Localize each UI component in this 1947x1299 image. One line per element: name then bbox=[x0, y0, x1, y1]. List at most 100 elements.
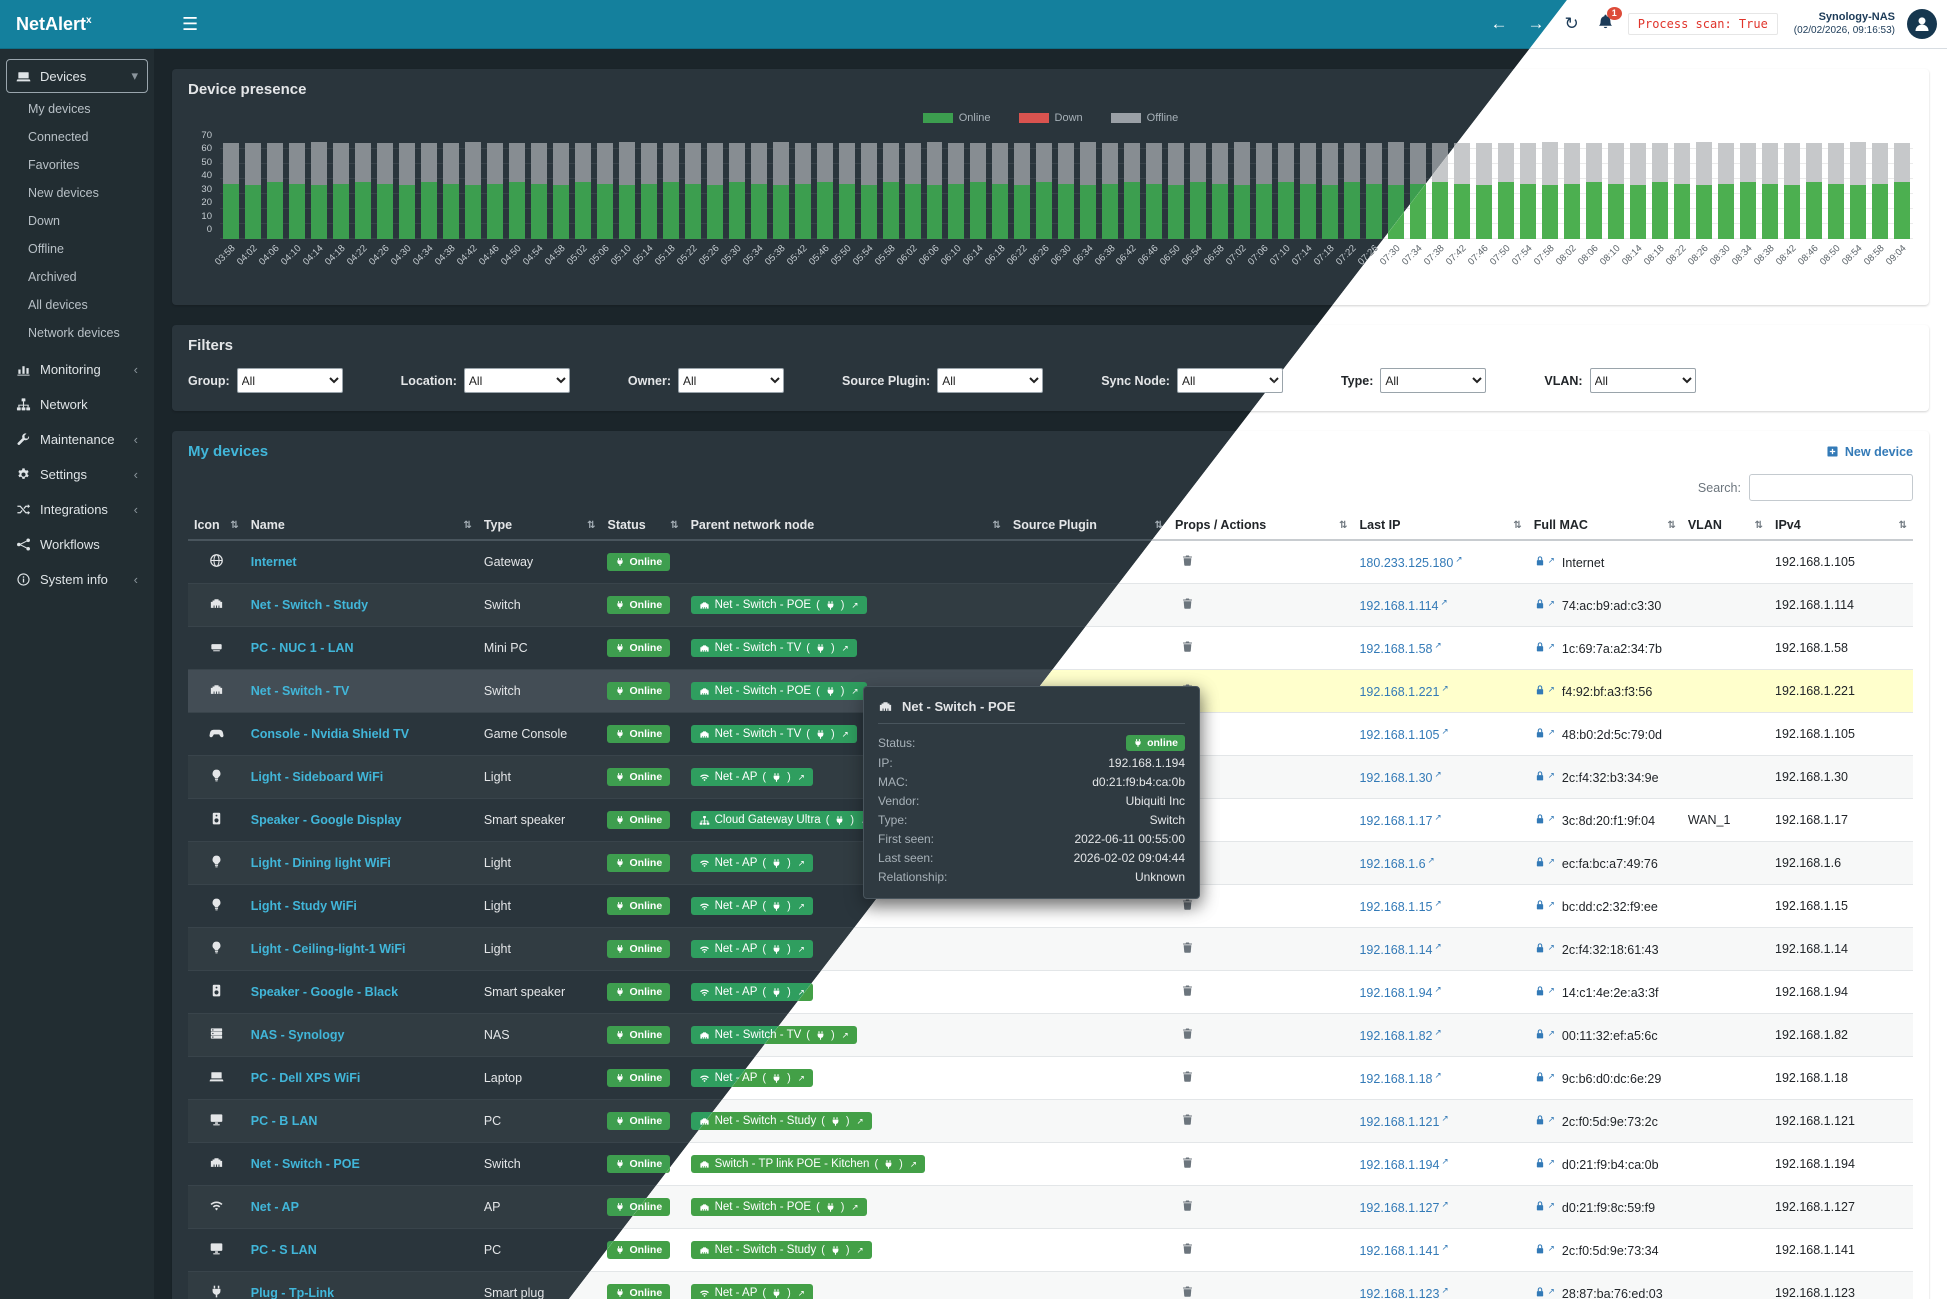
presence-bar[interactable] bbox=[530, 134, 547, 239]
app-logo[interactable]: NetAlertx bbox=[16, 13, 92, 34]
last-ip-link[interactable]: 180.233.125.180↗ bbox=[1359, 553, 1463, 571]
filter-select-location[interactable]: All bbox=[463, 368, 570, 393]
presence-bar[interactable] bbox=[332, 134, 349, 239]
device-name-link[interactable]: Net - Switch - Study bbox=[250, 598, 369, 612]
device-name-link[interactable]: Speaker - Google Display bbox=[250, 813, 402, 827]
delete-device-button[interactable] bbox=[1181, 1242, 1194, 1255]
last-ip-link[interactable]: 192.168.1.15↗ bbox=[1359, 897, 1442, 915]
presence-bar[interactable] bbox=[1300, 134, 1317, 239]
new-device-button[interactable]: New device bbox=[1826, 445, 1913, 459]
last-ip-link[interactable]: 192.168.1.114↗ bbox=[1359, 596, 1448, 614]
delete-device-button[interactable] bbox=[1181, 597, 1194, 610]
delete-device-button[interactable] bbox=[1181, 640, 1194, 653]
presence-bar[interactable] bbox=[223, 134, 239, 239]
presence-bar[interactable] bbox=[1564, 134, 1581, 239]
sort-icon[interactable]: ⇅ bbox=[1339, 519, 1348, 531]
presence-bar[interactable] bbox=[706, 134, 723, 239]
sort-icon[interactable]: ⇅ bbox=[992, 519, 1001, 531]
parent-node-button[interactable]: Net - Switch - Study()↗ bbox=[690, 1112, 872, 1130]
legend-item-down[interactable]: Down bbox=[1018, 112, 1083, 124]
device-name-link[interactable]: Net - Switch - POE bbox=[250, 1157, 360, 1171]
last-ip-link[interactable]: 192.168.1.18↗ bbox=[1359, 1069, 1442, 1087]
presence-bar[interactable] bbox=[508, 134, 525, 239]
last-ip-link[interactable]: 192.168.1.127↗ bbox=[1359, 1198, 1449, 1216]
column-header-name[interactable]: Name⇅ bbox=[244, 511, 478, 541]
presence-bar[interactable] bbox=[1014, 134, 1031, 239]
parent-node-button[interactable]: Net - Switch - POE()↗ bbox=[690, 682, 867, 700]
filter-select-type[interactable]: All bbox=[1380, 368, 1487, 393]
last-ip-link[interactable]: 192.168.1.58↗ bbox=[1359, 639, 1442, 657]
presence-bar[interactable] bbox=[1542, 134, 1559, 239]
last-ip-link[interactable]: 192.168.1.194↗ bbox=[1359, 1155, 1449, 1173]
presence-bar[interactable] bbox=[1124, 134, 1141, 239]
column-header-type[interactable]: Type⇅ bbox=[477, 511, 602, 541]
parent-node-button[interactable]: Net - AP()↗ bbox=[690, 1284, 813, 1299]
parent-node-button[interactable]: Net - Switch - TV()↗ bbox=[690, 725, 857, 743]
sort-icon[interactable]: ⇅ bbox=[463, 519, 472, 531]
presence-bar[interactable] bbox=[1893, 134, 1910, 239]
presence-bar[interactable] bbox=[596, 134, 613, 239]
presence-bar[interactable] bbox=[684, 134, 701, 239]
presence-bar[interactable] bbox=[486, 134, 503, 239]
presence-bar[interactable] bbox=[1695, 134, 1712, 239]
device-name-link[interactable]: Light - Dining light WiFi bbox=[250, 856, 391, 870]
presence-bar[interactable] bbox=[816, 134, 833, 239]
presence-bar[interactable] bbox=[1520, 134, 1537, 239]
filter-select-group[interactable]: All bbox=[236, 368, 343, 393]
column-header-ipv4[interactable]: IPv4⇅ bbox=[1769, 511, 1913, 541]
notifications-button[interactable]: 1 bbox=[1597, 7, 1622, 35]
mac-lock-link[interactable]: ↗ bbox=[1534, 770, 1555, 782]
delete-device-button[interactable] bbox=[1181, 1027, 1194, 1040]
presence-bar[interactable] bbox=[838, 134, 855, 239]
mac-lock-link[interactable]: ↗ bbox=[1534, 856, 1555, 868]
presence-bar[interactable] bbox=[992, 134, 1009, 239]
device-name-link[interactable]: PC - NUC 1 - LAN bbox=[250, 641, 354, 655]
presence-bar[interactable] bbox=[288, 134, 305, 239]
presence-bar[interactable] bbox=[376, 134, 393, 239]
mac-lock-link[interactable]: ↗ bbox=[1534, 1028, 1555, 1040]
presence-bar[interactable] bbox=[1212, 134, 1229, 239]
mac-lock-link[interactable]: ↗ bbox=[1534, 813, 1555, 825]
user-avatar[interactable] bbox=[1907, 9, 1937, 39]
sidebar-section-monitoring[interactable]: Monitoring‹ bbox=[6, 353, 148, 386]
presence-bar[interactable] bbox=[442, 134, 459, 239]
presence-bar[interactable] bbox=[398, 134, 415, 239]
last-ip-link[interactable]: 192.168.1.141↗ bbox=[1359, 1241, 1449, 1259]
sidebar-section-workflows[interactable]: Workflows bbox=[6, 528, 148, 561]
sidebar-section-network[interactable]: Network bbox=[6, 388, 148, 421]
delete-device-button[interactable] bbox=[1181, 1113, 1194, 1126]
last-ip-link[interactable]: 192.168.1.14↗ bbox=[1359, 940, 1442, 958]
presence-bar[interactable] bbox=[1761, 134, 1778, 239]
filter-select-vlan[interactable]: All bbox=[1589, 368, 1696, 393]
mac-lock-link[interactable]: ↗ bbox=[1534, 1286, 1555, 1298]
sidebar-item-new-devices[interactable]: New devices bbox=[28, 186, 99, 200]
presence-bar[interactable] bbox=[1146, 134, 1163, 239]
sidebar-item-all-devices[interactable]: All devices bbox=[28, 298, 88, 312]
mac-lock-link[interactable]: ↗ bbox=[1534, 899, 1555, 911]
delete-device-button[interactable] bbox=[1181, 554, 1194, 567]
presence-bar[interactable] bbox=[1190, 134, 1207, 239]
parent-node-button[interactable]: Switch - TP link POE - Kitchen()↗ bbox=[690, 1155, 925, 1173]
presence-bar[interactable] bbox=[728, 134, 745, 239]
device-name-link[interactable]: PC - S LAN bbox=[250, 1243, 317, 1257]
presence-bar[interactable] bbox=[970, 134, 987, 239]
device-name-link[interactable]: Light - Ceiling-light-1 WiFi bbox=[250, 942, 406, 956]
presence-bar[interactable] bbox=[1673, 134, 1690, 239]
legend-item-offline[interactable]: Offline bbox=[1110, 112, 1178, 124]
mac-lock-link[interactable]: ↗ bbox=[1534, 1157, 1555, 1169]
device-name-link[interactable]: Speaker - Google - Black bbox=[250, 985, 399, 999]
mac-lock-link[interactable]: ↗ bbox=[1534, 942, 1555, 954]
sort-icon[interactable]: ⇅ bbox=[1898, 519, 1907, 531]
presence-bar[interactable] bbox=[772, 134, 789, 239]
column-header-status[interactable]: Status⇅ bbox=[601, 511, 685, 541]
last-ip-link[interactable]: 192.168.1.6↗ bbox=[1359, 854, 1435, 872]
presence-bar[interactable] bbox=[1036, 134, 1053, 239]
table-row[interactable]: Net - APAPOnlineNet - Switch - POE()↗192… bbox=[569, 1185, 1913, 1229]
column-header-parent-network-node[interactable]: Parent network node⇅ bbox=[684, 511, 1007, 541]
sidebar-section-devices[interactable]: Devices▾ bbox=[6, 59, 148, 93]
presence-bar[interactable] bbox=[1256, 134, 1273, 239]
table-row[interactable]: Net - Switch - POESwitchOnlineSwitch - T… bbox=[569, 1142, 1913, 1186]
